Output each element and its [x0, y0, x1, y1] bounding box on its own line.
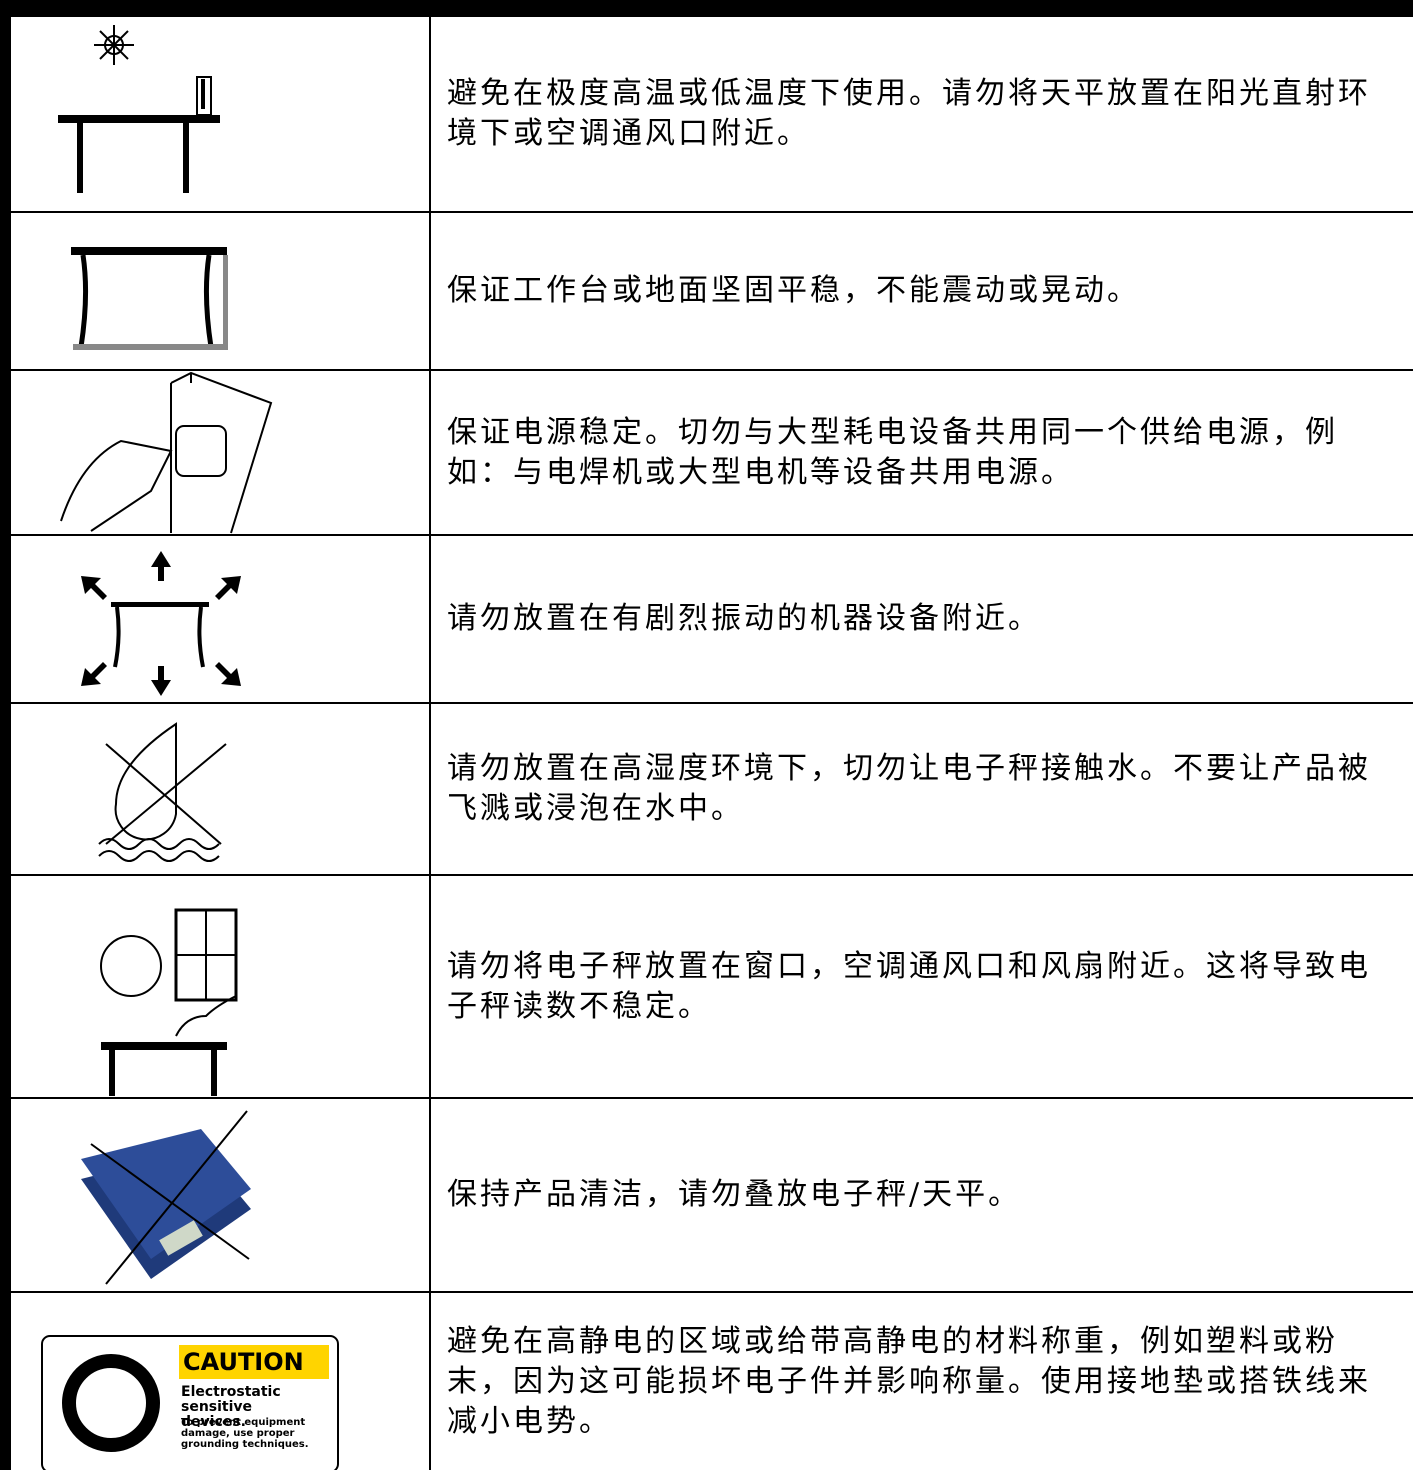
caution-title: CAUTION: [183, 1348, 304, 1376]
row-divider: [11, 534, 1413, 536]
icon-vibration: [81, 551, 241, 696]
row-text: 保证工作台或地面坚固平稳，不能震动或晃动。: [447, 273, 1140, 308]
row-text: 避免在高静电的区域或给带高静电的材料称重，例如塑料或粉末，因为这可能损坏电子件并…: [447, 1323, 1371, 1439]
cell: 保证电源稳定。切勿与大型耗电设备共用同一个供给电源，例如：与电焊机或大型电机等设…: [431, 371, 1391, 534]
cell: 请勿将电子秤放置在窗口，空调通风口和风扇附近。这将导致电子秤读数不稳定。: [431, 876, 1391, 1097]
caution-frame: [41, 1335, 339, 1470]
cell: 避免在高静电的区域或给带高静电的材料称重，例如塑料或粉末，因为这可能损坏电子件并…: [431, 1293, 1391, 1470]
cell: 请勿放置在有剧烈振动的机器设备附近。: [431, 536, 1391, 702]
cell: 请勿放置在高湿度环境下，切勿让电子秤接触水。不要让产品被飞溅或浸泡在水中。: [431, 704, 1391, 874]
border: [0, 0, 1413, 17]
icon-power: [60, 371, 273, 534]
cell: 避免在极度高温或低温度下使用。请勿将天平放置在阳光直射环境下或空调通风口附近。: [431, 17, 1391, 211]
cell: 保持产品清洁，请勿叠放电子秤/天平。: [431, 1099, 1391, 1291]
icon-humidity: [98, 722, 227, 862]
column-divider: [429, 17, 431, 1470]
caution-body: To prevent equipment damage, use proper …: [181, 1417, 309, 1450]
row-text: 避免在极度高温或低温度下使用。请勿将天平放置在阳光直射环境下或空调通风口附近。: [447, 76, 1371, 151]
row-divider: [11, 702, 1413, 704]
caution-label: CAUTION Electrostatic sensitive devices.…: [11, 1293, 429, 1470]
icon-draft: [100, 908, 238, 1096]
row-text: 保证电源稳定。切勿与大型耗电设备共用同一个供给电源，例如：与电焊机或大型电机等设…: [447, 414, 1338, 490]
row-text: 请勿放置在有剧烈振动的机器设备附近。: [447, 601, 1041, 636]
icon-stable: [71, 247, 228, 350]
row-text: 保持产品清洁，请勿叠放电子秤/天平。: [447, 1177, 1022, 1212]
row-divider: [11, 211, 1413, 213]
row-divider: [11, 369, 1413, 371]
row-divider: [11, 874, 1413, 876]
row-divider: [11, 1097, 1413, 1099]
border: [0, 0, 11, 1470]
icon-heat: [58, 25, 220, 193]
row-text: 请勿放置在高湿度环境下，切勿让电子秤接触水。不要让产品被飞溅或浸泡在水中。: [447, 751, 1371, 826]
cell: 保证工作台或地面坚固平稳，不能震动或晃动。: [431, 213, 1391, 369]
row-text: 请勿将电子秤放置在窗口，空调通风口和风扇附近。这将导致电子秤读数不稳定。: [447, 948, 1371, 1024]
row-divider: [11, 1291, 1413, 1293]
icon-stacking: [81, 1110, 251, 1285]
caution-heading: Electrostatic sensitive devices.: [181, 1384, 281, 1430]
